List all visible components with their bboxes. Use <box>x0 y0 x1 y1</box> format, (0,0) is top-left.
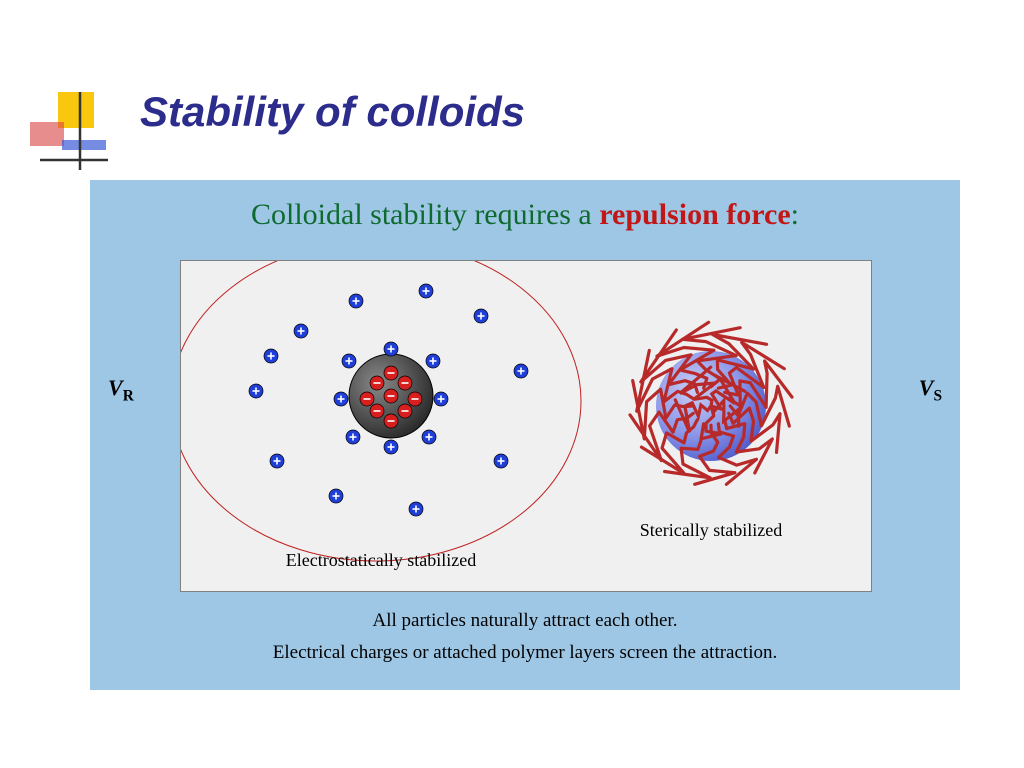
svg-text:Electrostatically stabilized: Electrostatically stabilized <box>286 550 476 570</box>
vs-label: VS <box>919 375 942 405</box>
content-panel: Colloidal stability requires a repulsion… <box>90 180 960 690</box>
footnote-1: All particles naturally attract each oth… <box>90 610 960 632</box>
slide-title: Stability of colloids <box>140 88 525 136</box>
diagram-svg: Electrostatically stabilized Sterically s… <box>181 261 871 591</box>
vr-label: VR <box>108 375 134 405</box>
diagram-box: Electrostatically stabilized Sterically s… <box>180 260 872 592</box>
svg-text:Sterically stabilized: Sterically stabilized <box>640 520 782 540</box>
subtitle: Colloidal stability requires a repulsion… <box>90 198 960 232</box>
slide: Stability of colloids Colloidal stabilit… <box>0 0 1024 768</box>
title-bullet-decoration <box>30 92 120 187</box>
footnote-2: Electrical charges or attached polymer l… <box>90 642 960 664</box>
